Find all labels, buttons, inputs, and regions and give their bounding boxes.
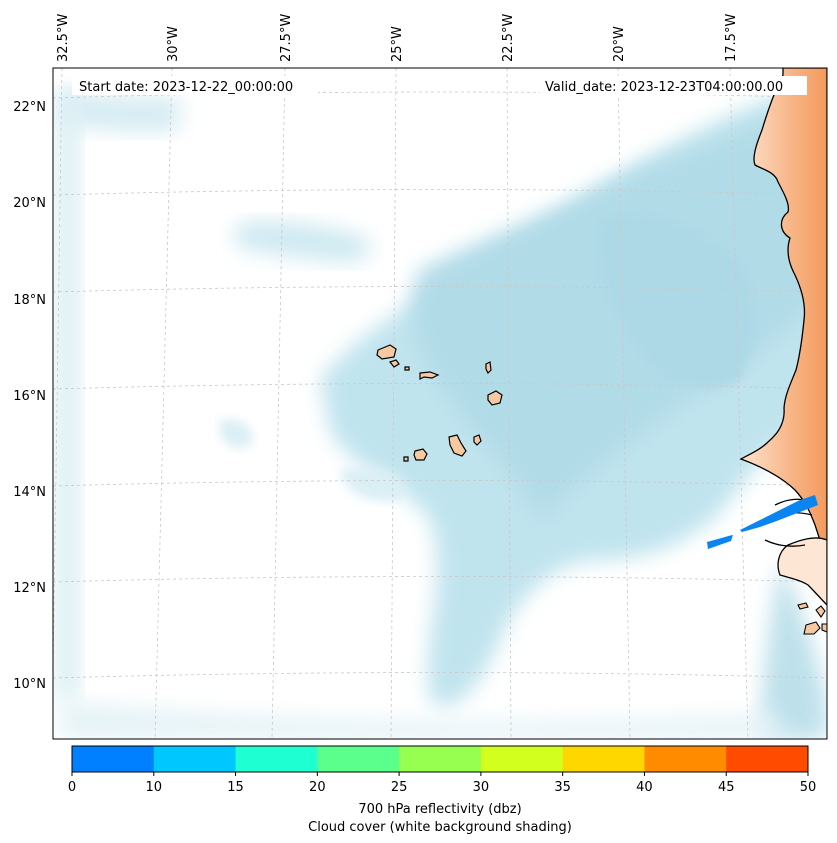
map-border <box>52 67 828 740</box>
island-brava <box>403 456 409 462</box>
lon-label-25w: 25°W <box>390 26 405 62</box>
cape-verde-islands <box>376 344 503 462</box>
colorbar-label: 700 hPa reflectivity (dbz) <box>358 802 521 817</box>
island-santa-luzia <box>404 366 410 371</box>
lat-label-16n: 16°N <box>13 389 46 404</box>
island-sao-vicente <box>388 359 400 368</box>
colorbar-tick-label: 25 <box>391 780 408 795</box>
island-fogo <box>413 448 428 461</box>
colorbar-tick-label: 0 <box>68 780 76 795</box>
lat-label-14n: 14°N <box>13 485 46 500</box>
lat-label-10n: 10°N <box>13 677 46 692</box>
colorbar-tick-label: 15 <box>227 780 244 795</box>
lon-label-22-5w: 22.5°W <box>501 14 516 62</box>
colorbar-tick-label: 30 <box>473 780 490 795</box>
lon-label-20w: 20°W <box>612 26 627 62</box>
island-maio <box>473 434 482 446</box>
africa-southern-coast <box>777 537 827 606</box>
colorbar-tick-label: 20 <box>309 780 326 795</box>
colorbar-segment <box>399 746 482 772</box>
latitude-labels: 22°N 20°N 18°N 16°N 14°N 12°N 10°N <box>13 100 46 692</box>
start-date-label: Start date: 2023-12-22_00:00:00 <box>79 80 293 95</box>
colorbar-tick-label: 50 <box>800 780 817 795</box>
longitude-labels: 32.5°W 30°W 27.5°W 25°W 22.5°W 20°W 17.5… <box>56 14 739 62</box>
colorbar-segment <box>644 746 727 772</box>
reflectivity-band-west <box>707 535 733 549</box>
lat-label-20n: 20°N <box>13 196 46 211</box>
valid-date-label: Valid_date: 2023-12-23T04:00:00.00 <box>545 80 783 95</box>
lon-label-30w: 30°W <box>166 26 181 62</box>
island-santiago <box>448 434 467 457</box>
lat-label-22n: 22°N <box>13 100 46 115</box>
reflectivity-band <box>708 495 818 549</box>
lon-label-27-5w: 27.5°W <box>279 14 294 62</box>
lon-label-17-5w: 17.5°W <box>724 14 739 62</box>
colorbar-tick-label: 45 <box>718 780 735 795</box>
colorbar-tick-label: 35 <box>554 780 571 795</box>
colorbar-sublabel: Cloud cover (white background shading) <box>308 820 572 835</box>
colorbar-segment <box>235 746 318 772</box>
lon-label-32-5w: 32.5°W <box>56 14 71 62</box>
lat-label-18n: 18°N <box>13 293 46 308</box>
colorbar-segments <box>72 746 809 772</box>
lat-label-12n: 12°N <box>13 581 46 596</box>
colorbar-segment <box>72 746 155 772</box>
colorbar: 0 10 15 20 25 30 35 40 45 50 700 hPa reflectivity… <box>68 745 816 835</box>
colorbar-segment <box>317 746 400 772</box>
colorbar-segment <box>562 746 645 772</box>
date-boxes: Start date: 2023-12-22_00:00:00 Valid_da… <box>72 76 807 95</box>
colorbar-segment <box>153 746 237 772</box>
colorbar-segment <box>480 746 564 772</box>
cloud-cover-shading <box>55 90 827 739</box>
africa-landmass <box>739 68 827 566</box>
island-boa-vista <box>487 390 503 406</box>
map-plot-area <box>53 68 827 739</box>
bijagos-islands <box>797 602 827 635</box>
island-sal <box>485 361 492 375</box>
colorbar-ticks: 0 10 15 20 25 30 35 40 45 50 <box>68 772 816 795</box>
colorbar-tick-label: 10 <box>146 780 163 795</box>
island-sao-nicolau <box>419 371 440 380</box>
colorbar-segment <box>726 746 809 772</box>
island-santo-antao <box>376 344 397 360</box>
colorbar-tick-label: 40 <box>636 780 653 795</box>
colorbar-border <box>71 745 809 773</box>
graticule <box>53 68 827 739</box>
